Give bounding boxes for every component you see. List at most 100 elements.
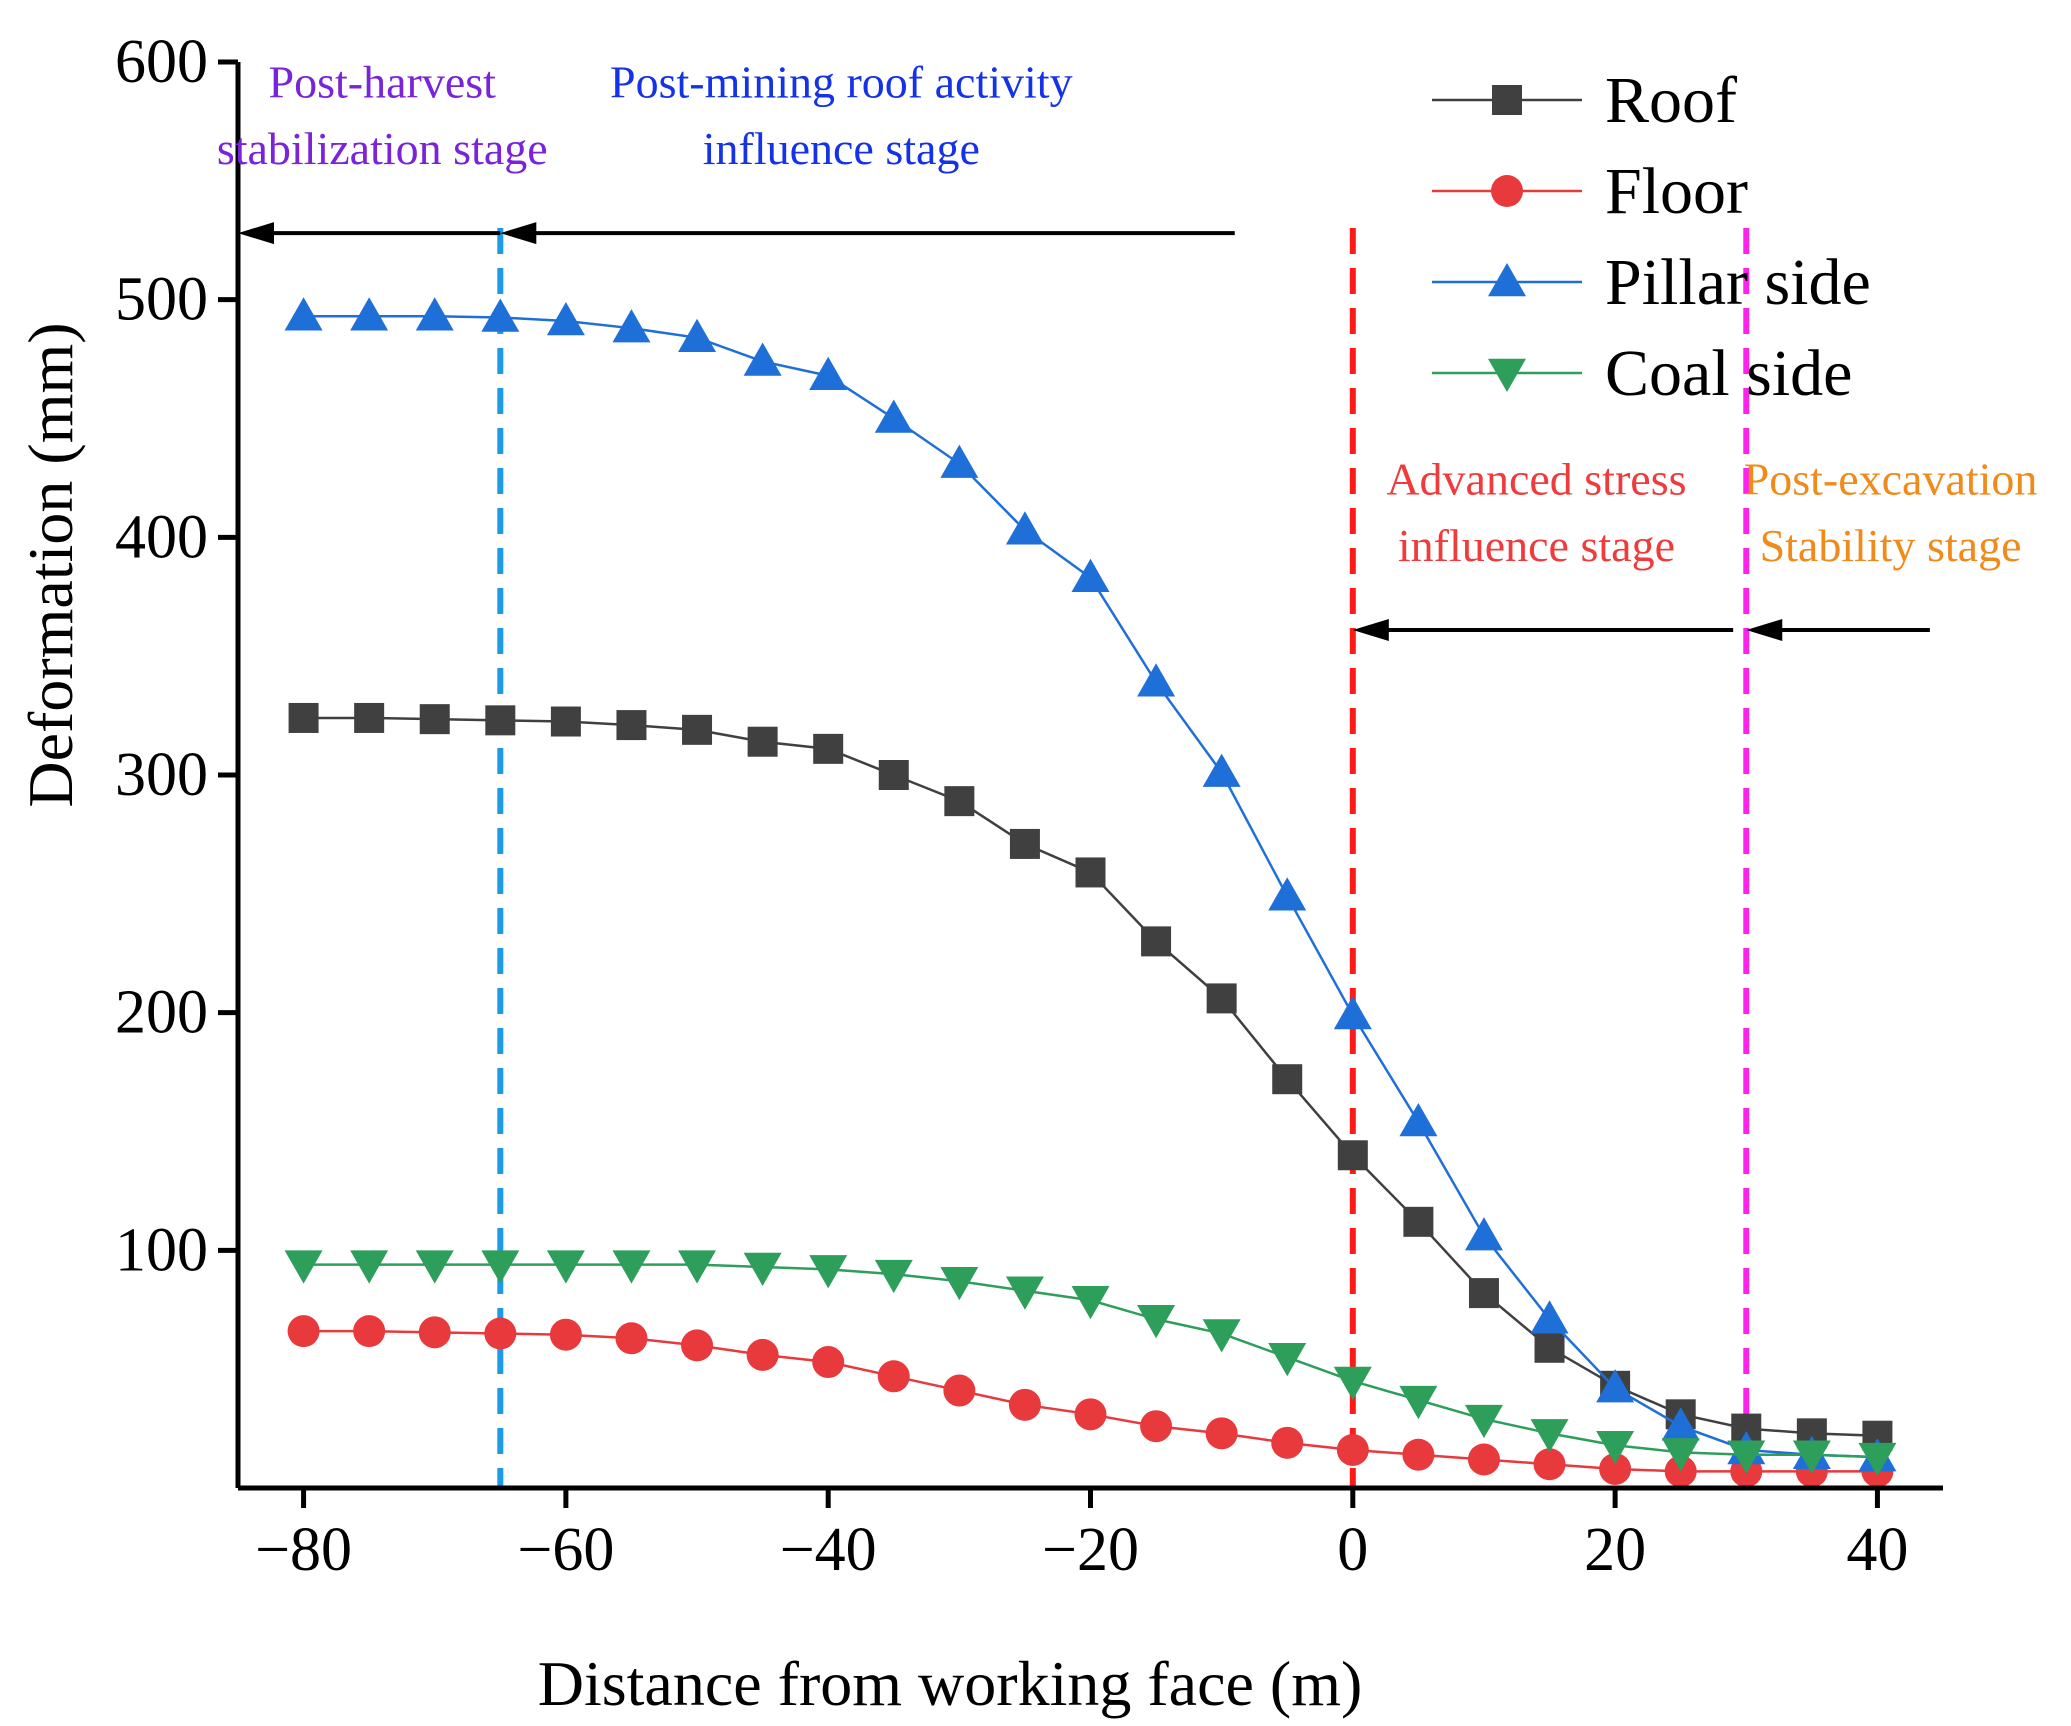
series-floor (287, 1315, 1894, 1488)
data-point-floor (418, 1316, 451, 1349)
data-point-coal-side (1202, 1319, 1241, 1353)
data-point-roof (288, 702, 319, 733)
data-point-floor (1008, 1388, 1041, 1421)
data-point-coal-side (1596, 1430, 1635, 1465)
data-point-pillar-side (1005, 511, 1044, 545)
data-point-pillar-side (1399, 1102, 1438, 1137)
stage-arrows (238, 222, 1930, 642)
data-point-roof (813, 733, 844, 764)
data-point-roof (1534, 1332, 1565, 1363)
data-point-roof (616, 710, 647, 741)
data-point-roof (878, 760, 909, 790)
legend-item-roof: Roof (1432, 64, 1737, 137)
x-axis-label: Distance from working face (m) (538, 1648, 1363, 1719)
data-point-coal-side (809, 1255, 848, 1289)
stage-arrow-1 (238, 222, 501, 245)
data-point-floor (615, 1322, 648, 1355)
data-point-floor (1664, 1455, 1697, 1488)
stage-arrow-3 (1352, 619, 1734, 642)
y-tick-label: 600 (115, 28, 208, 96)
y-tick-label: 200 (115, 979, 208, 1047)
data-point-floor (549, 1318, 582, 1351)
data-point-coal-side (1792, 1440, 1831, 1474)
legend-marker (1492, 85, 1522, 115)
data-point-floor (484, 1317, 517, 1350)
data-point-pillar-side (1137, 663, 1176, 697)
annotation-line: Post-harvest (269, 57, 497, 108)
annotation-line: influence stage (1398, 520, 1675, 571)
x-tick-label: 40 (1846, 1516, 1908, 1584)
series-pillar-side (284, 297, 1897, 1472)
legend-label: Roof (1605, 64, 1737, 137)
data-point-roof (682, 714, 713, 745)
data-point-coal-side (1005, 1276, 1044, 1310)
series-coal-side (284, 1250, 1897, 1477)
data-point-roof (747, 726, 778, 757)
data-point-coal-side (1268, 1343, 1307, 1377)
data-point-floor (1467, 1443, 1500, 1476)
data-point-coal-side (612, 1250, 651, 1284)
data-point-roof (1468, 1278, 1499, 1309)
data-point-pillar-side (1268, 877, 1307, 911)
x-tick-label: 20 (1584, 1516, 1646, 1584)
data-point-pillar-side (546, 302, 585, 336)
data-point-pillar-side (678, 318, 717, 352)
data-point-coal-side (546, 1250, 585, 1284)
data-point-coal-side (1858, 1442, 1897, 1477)
data-point-pillar-side (874, 399, 913, 433)
data-point-roof (485, 705, 516, 736)
annotation-line: Post-mining roof activity (610, 57, 1073, 108)
data-point-pillar-side (1464, 1217, 1503, 1251)
legend-label: Pillar side (1605, 246, 1871, 319)
data-point-pillar-side (1071, 558, 1110, 592)
data-point-floor (353, 1315, 386, 1348)
arrow-head (1746, 619, 1783, 642)
annotation-post-mining-roof: Post-mining roof activity influence stage (610, 57, 1073, 175)
data-point-coal-side (940, 1266, 979, 1301)
stage-arrow-0 (500, 222, 1235, 245)
data-point-roof (944, 786, 975, 817)
y-axis-label: Deformation (mm) (15, 322, 86, 807)
data-point-coal-side (678, 1250, 717, 1284)
data-point-pillar-side (612, 309, 651, 343)
data-point-coal-side (481, 1250, 520, 1284)
arrow-head (1352, 619, 1389, 642)
annotation-post-harvest: Post-harvest stabilization stage (217, 57, 548, 175)
data-point-floor (1402, 1438, 1435, 1471)
data-point-floor (1533, 1448, 1566, 1481)
data-point-floor (1599, 1452, 1632, 1485)
data-point-coal-side (1727, 1440, 1766, 1474)
data-point-pillar-side (809, 356, 848, 390)
data-point-floor (287, 1315, 320, 1348)
data-point-roof (419, 704, 450, 735)
arrow-head (500, 222, 537, 245)
data-point-pillar-side (415, 297, 454, 331)
annotation-line: Stability stage (1760, 520, 2022, 571)
legend-marker (1488, 263, 1526, 297)
stage-annotations: Post-harvest stabilization stage Post-mini… (217, 57, 2038, 571)
data-point-pillar-side (284, 297, 323, 331)
data-point-pillar-side (481, 298, 520, 332)
data-series (284, 297, 1897, 1488)
data-point-floor (943, 1374, 976, 1407)
annotation-line: Post-excavation (1744, 454, 2038, 505)
data-point-coal-side (874, 1259, 913, 1294)
series-roof (288, 702, 1893, 1451)
reference-lines (497, 228, 1750, 1488)
legend-item-coal-side: Coal side (1432, 337, 1852, 410)
data-point-coal-side (743, 1252, 782, 1286)
data-point-floor (746, 1338, 779, 1371)
data-point-coal-side (1530, 1419, 1569, 1453)
y-tick-label: 100 (115, 1216, 208, 1284)
data-point-floor (1140, 1410, 1173, 1443)
legend-marker (1488, 358, 1526, 392)
data-point-pillar-side (1596, 1369, 1635, 1403)
data-point-floor (1074, 1398, 1107, 1431)
arrow-head (238, 222, 274, 245)
data-point-coal-side (1464, 1404, 1503, 1439)
data-point-floor (877, 1360, 910, 1393)
data-point-roof (550, 706, 581, 737)
x-tick-label: −20 (1042, 1516, 1139, 1584)
legend-label: Floor (1605, 155, 1748, 228)
x-tick-label: −80 (255, 1516, 352, 1584)
